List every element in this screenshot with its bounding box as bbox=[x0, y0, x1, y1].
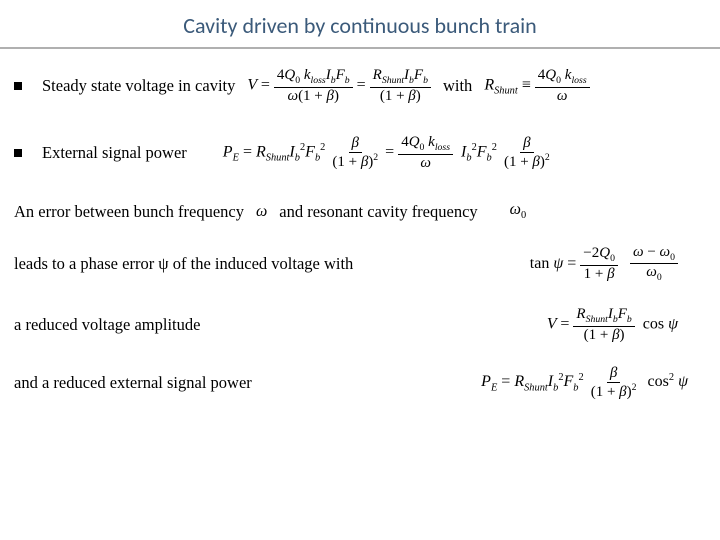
freq-error-text-b: and resonant cavity frequency bbox=[279, 202, 477, 222]
bullet-icon bbox=[14, 82, 22, 90]
equation-row-5: a reduced voltage amplitude V = RShuntIb… bbox=[14, 306, 706, 343]
reduced-power-text: and a reduced external signal power bbox=[14, 373, 252, 393]
bullet-icon bbox=[14, 149, 22, 157]
label-ext-power: External signal power bbox=[42, 143, 187, 163]
content-area: Steady state voltage in cavity V = 4Q0 k… bbox=[0, 49, 720, 400]
page-title: Cavity driven by continuous bunch train bbox=[0, 12, 720, 39]
equation-row-2: External signal power PE = RShuntIb2Fb2 … bbox=[14, 134, 706, 171]
phase-error-text: leads to a phase error ψ of the induced … bbox=[14, 254, 353, 274]
eq5: V = RShuntIbFb (1 + β) cos ψ bbox=[547, 306, 678, 343]
rshunt-def: RShunt ≡ 4Q0 kloss ω bbox=[484, 67, 589, 104]
eq1: V = 4Q0 klossIbFb ω(1 + β) = RShuntIbFb … bbox=[247, 67, 431, 104]
title-bar: Cavity driven by continuous bunch train bbox=[0, 0, 720, 49]
eq4: tan ψ = −2Q0 1 + β ω − ω0 ω0 bbox=[530, 244, 678, 284]
equation-row-4: leads to a phase error ψ of the induced … bbox=[14, 244, 706, 284]
eq6: PE = RShuntIb2Fb2 β (1 + β)2 cos2 ψ bbox=[481, 365, 688, 400]
omega0: ω0 bbox=[510, 201, 527, 221]
freq-error-text-a: An error between bunch frequency bbox=[14, 202, 244, 222]
label-steady-state: Steady state voltage in cavity bbox=[42, 76, 235, 96]
equation-row-1: Steady state voltage in cavity V = 4Q0 k… bbox=[14, 67, 706, 104]
omega: ω bbox=[256, 203, 267, 221]
with-text: with bbox=[443, 76, 472, 96]
equation-row-6: and a reduced external signal power PE =… bbox=[14, 365, 706, 400]
text-row-3: An error between bunch frequency ω and r… bbox=[14, 201, 706, 221]
eq2: PE = RShuntIb2Fb2 β (1 + β)2 = 4Q0 kloss… bbox=[223, 134, 553, 171]
reduced-voltage-text: a reduced voltage amplitude bbox=[14, 315, 200, 335]
